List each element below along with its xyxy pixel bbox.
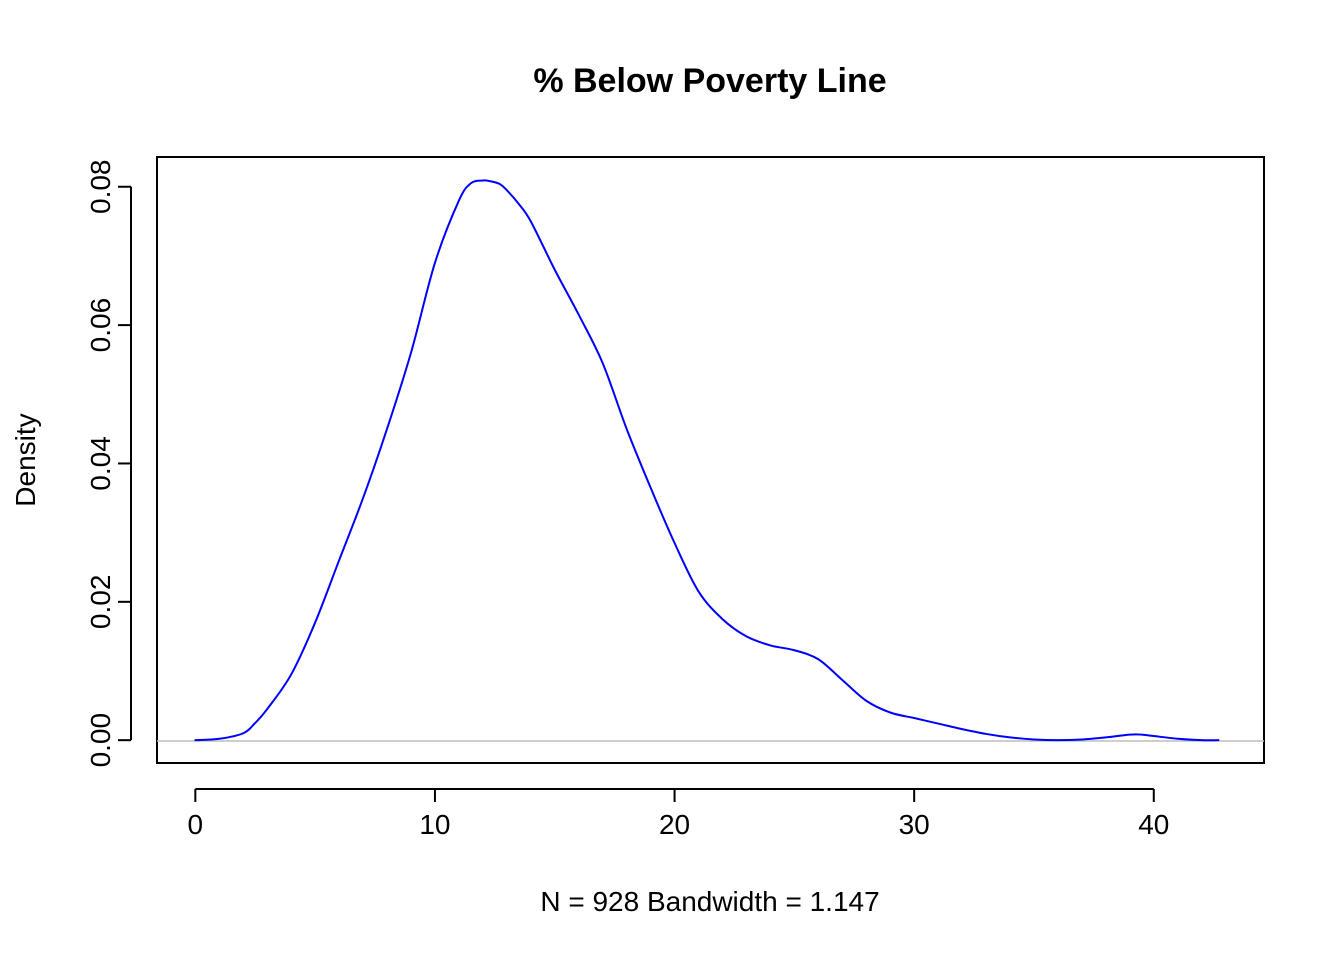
y-axis-label: Density	[10, 413, 41, 506]
x-tick-label: 0	[188, 809, 204, 840]
x-tick-label: 10	[419, 809, 450, 840]
x-tick-label: 40	[1138, 809, 1169, 840]
density-line	[194, 179, 1220, 742]
x-tick-label: 20	[659, 809, 690, 840]
x-tick-label: 30	[899, 809, 930, 840]
x-axis: 0 10 20 30 40	[188, 788, 1169, 840]
y-tick-label: 0.02	[85, 575, 116, 630]
x-axis-label: N = 928 Bandwidth = 1.147	[540, 886, 879, 917]
plot-frame	[156, 156, 1265, 764]
chart-title: % Below Poverty Line	[533, 62, 886, 100]
y-tick-label: 0.06	[85, 298, 116, 353]
y-tick-label: 0.08	[85, 159, 116, 214]
y-axis: 0.00 0.02 0.04 0.06 0.08	[85, 159, 132, 768]
y-tick-label: 0.04	[85, 436, 116, 491]
y-tick-label: 0.00	[85, 713, 116, 768]
